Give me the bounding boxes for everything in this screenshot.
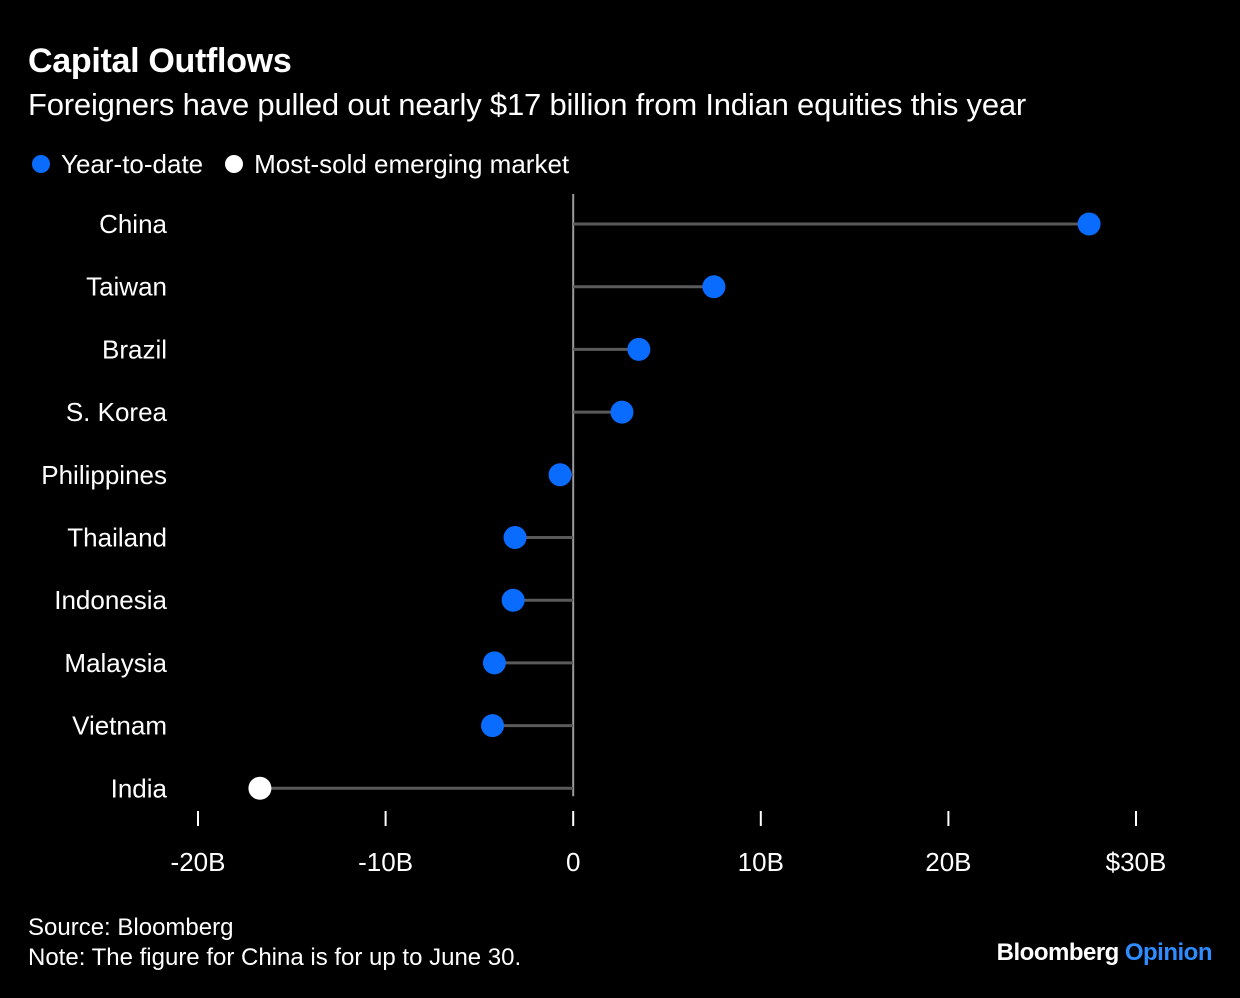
category-label-s-korea: S. Korea — [66, 397, 168, 427]
lollipop-chart: -20B -10B 0 10B 20B $30B China Taiwan Brazil S. K… — [41, 194, 1167, 877]
dot-vietnam — [481, 714, 505, 738]
brand-main: Bloomberg — [996, 939, 1120, 966]
dot-india — [248, 776, 272, 800]
legend-swatch-year-to-date — [32, 155, 50, 173]
category-label-philippines: Philippines — [41, 460, 167, 490]
dot-brazil — [627, 337, 651, 361]
x-tick-label-20b: -20B — [171, 847, 226, 877]
legend-label-most-sold: Most-sold emerging market — [254, 149, 570, 179]
category-label-india: India — [111, 773, 168, 803]
footnote: Note: The figure for China is for up to … — [28, 944, 522, 971]
category-label-brazil: Brazil — [102, 334, 167, 364]
dot-taiwan — [702, 275, 726, 299]
chart-title: Capital Outflows — [28, 42, 292, 80]
legend-swatch-most-sold — [225, 155, 244, 173]
legend: Year-to-date Most-sold emerging market — [32, 148, 591, 180]
x-tick-label-10b: 10B — [738, 847, 784, 877]
legend-label-year-to-date: Year-to-date — [61, 149, 204, 179]
source-note: Source: Bloomberg — [28, 914, 234, 941]
category-label-taiwan: Taiwan — [86, 272, 167, 302]
category-label-thailand: Thailand — [67, 523, 167, 553]
x-tick-label-0: 0 — [566, 847, 580, 877]
category-label-indonesia: Indonesia — [54, 585, 167, 615]
x-tick-label-10b: -10B — [358, 847, 413, 877]
category-label-china: China — [99, 209, 167, 239]
category-label-malaysia: Malaysia — [64, 648, 167, 678]
legend-item-most-sold: Most-sold emerging market — [225, 148, 569, 180]
dot-s-korea — [610, 400, 634, 424]
category-label-vietnam: Vietnam — [72, 711, 167, 741]
dot-malaysia — [482, 651, 506, 675]
legend-item-year-to-date: Year-to-date — [32, 148, 203, 180]
chart-subtitle: Foreigners have pulled out nearly $17 bi… — [28, 87, 1027, 122]
brand-logo: Bloomberg Opinion — [996, 938, 1213, 968]
dot-indonesia — [501, 588, 525, 612]
dot-china — [1077, 212, 1101, 236]
brand-sub: Opinion — [1124, 939, 1213, 966]
dot-philippines — [548, 463, 572, 487]
dot-thailand — [503, 526, 527, 549]
x-tick-label-20b: 20B — [925, 847, 971, 877]
x-tick-label-30b: $30B — [1106, 847, 1167, 877]
